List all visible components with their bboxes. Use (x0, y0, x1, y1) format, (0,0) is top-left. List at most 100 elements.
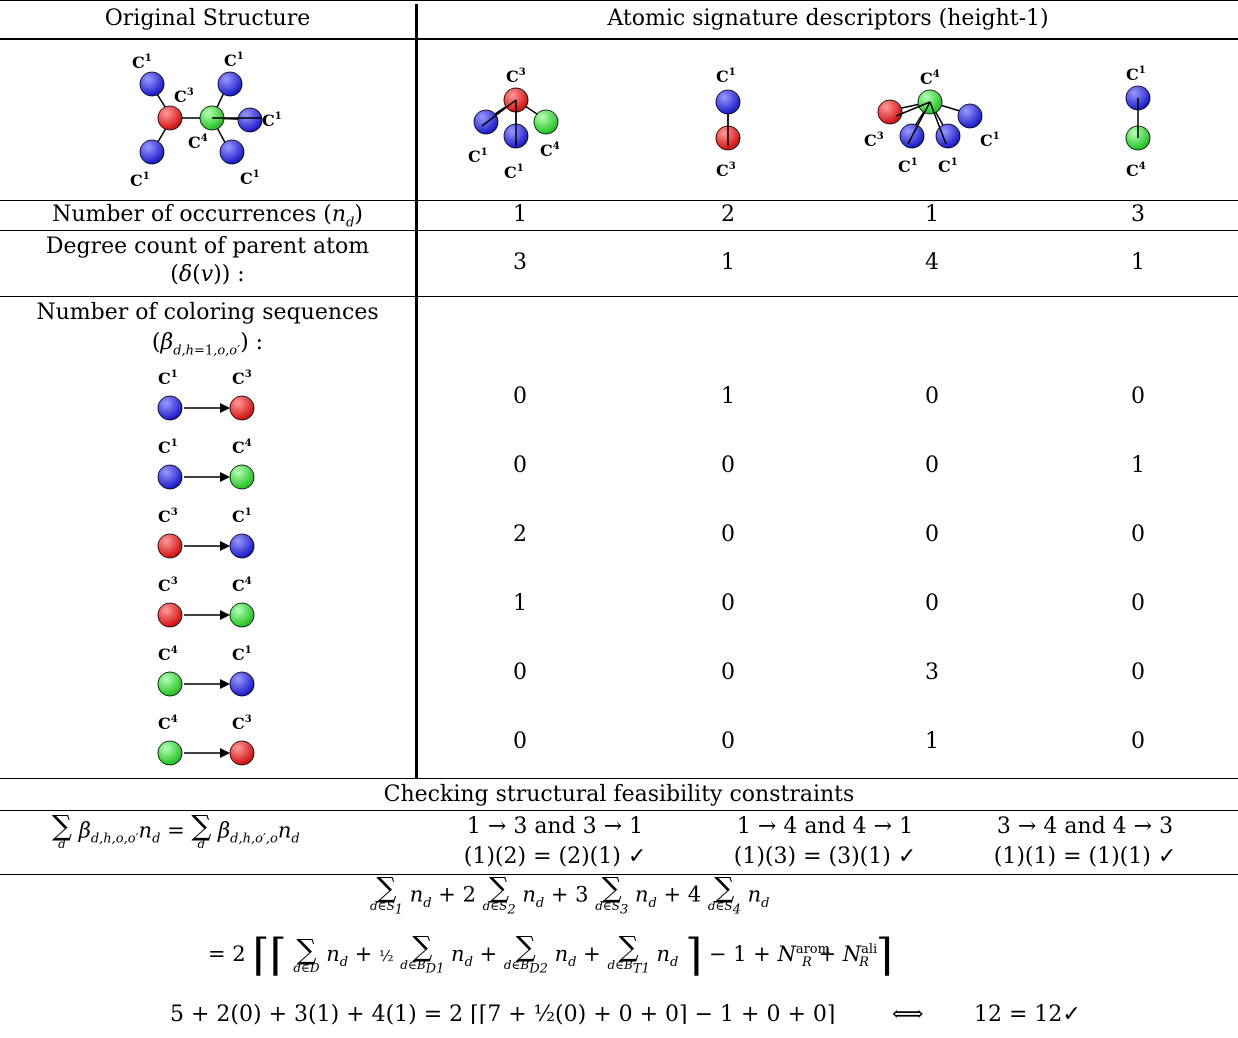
sequence-6-value-3: 1 (925, 729, 939, 754)
checking-title: Checking structural feasibility constrai… (383, 782, 855, 807)
sequence-4-value-2: 0 (721, 591, 735, 616)
svg-text:C1: C1 (232, 645, 252, 664)
sequence-2-value-1: 0 (513, 453, 527, 478)
final-check-equation: 5 + 2(0) + 3(1) + 4(1) = 2 ⌈⌈7 + ½(0) + … (170, 1002, 836, 1027)
sequence-1-value-2: 1 (721, 384, 735, 409)
rule-top (0, 0, 1238, 1)
original-structure-diagram: C1 C3 C1 C1 C4 C1 C1 (130, 51, 282, 190)
pair-3-bottom: (1)(1) = (1)(1) ✓ (993, 844, 1177, 869)
rule-occurrences (0, 230, 1238, 231)
svg-text:C1: C1 (224, 51, 244, 70)
svg-text:C1: C1 (232, 507, 252, 526)
svg-text:C1: C1 (938, 157, 958, 176)
occurrences-value-4: 3 (1131, 202, 1145, 227)
sequence-5-value-2: 0 (721, 660, 735, 685)
sequence-4-value-1: 1 (513, 591, 527, 616)
svg-text:C4: C4 (158, 645, 178, 664)
svg-text:C3: C3 (174, 87, 194, 106)
sequence-5-value-4: 0 (1131, 660, 1145, 685)
row-label-degree-1: Degree count of parent atom (45, 234, 370, 259)
pair-3-top: 3 → 4 and 4 → 3 (996, 814, 1174, 839)
signature-c4-diagram: C4 C3 C1 C1 C1 (864, 69, 1000, 176)
svg-text:C1: C1 (980, 131, 1000, 150)
svg-text:C4: C4 (188, 133, 208, 152)
svg-text:C3: C3 (158, 576, 178, 595)
sequence-3-value-3: 0 (925, 522, 939, 547)
sequence-3-value-1: 2 (513, 522, 527, 547)
svg-text:C1: C1 (132, 53, 152, 72)
svg-text:C4: C4 (540, 141, 560, 160)
sequence-c3-to-c1-icon: C3 C1 (157, 507, 255, 559)
sequence-5-value-1: 0 (513, 660, 527, 685)
sequence-2-value-3: 0 (925, 453, 939, 478)
svg-text:C1: C1 (130, 171, 150, 190)
sequence-2-value-2: 0 (721, 453, 735, 478)
sequence-1-value-4: 0 (1131, 384, 1145, 409)
svg-text:C4: C4 (920, 69, 940, 88)
pair-2-bottom: (1)(3) = (3)(1) ✓ (733, 844, 917, 869)
pair-1-top: 1 → 3 and 3 → 1 (466, 814, 644, 839)
checking-sum-equation: ∑ d βd,h,o,o′nd = ∑ d βd,h,o′,ond (52, 809, 300, 851)
svg-text:C4: C4 (1126, 161, 1146, 180)
svg-text:C3: C3 (716, 161, 736, 180)
sequence-1-value-3: 0 (925, 384, 939, 409)
svg-text:C3: C3 (232, 369, 252, 388)
degree-value-3: 4 (925, 250, 939, 275)
atom-c3-center (157, 105, 183, 131)
atom-c1-top-right (217, 71, 243, 97)
occurrences-value-3: 1 (925, 202, 939, 227)
svg-text:C1: C1 (1126, 65, 1146, 84)
svg-text:C1: C1 (716, 67, 736, 86)
sequence-c4-to-c1-icon: C4 C1 (157, 645, 255, 697)
sequence-6-value-2: 0 (721, 729, 735, 754)
sequence-3-value-2: 0 (721, 522, 735, 547)
rule-degree (0, 296, 1238, 297)
atom-c1-bottom-right (219, 139, 245, 165)
svg-text:C4: C4 (232, 438, 252, 457)
degree-value-1: 3 (513, 250, 527, 275)
atom-c1-bottom-left (139, 139, 165, 165)
signature-c1-c3-diagram: C1 C3 (715, 67, 741, 180)
svg-text:C1: C1 (158, 369, 178, 388)
header-original-structure: Original Structure (104, 6, 311, 31)
svg-text:C3: C3 (864, 131, 884, 150)
degree-value-2: 1 (721, 250, 735, 275)
svg-text:C1: C1 (504, 163, 524, 182)
rule-header (0, 38, 1238, 40)
svg-text:C1: C1 (468, 147, 488, 166)
sequence-c3-to-c4-icon: C3 C4 (157, 576, 255, 628)
svg-text:C3: C3 (506, 67, 526, 86)
degree-value-4: 1 (1131, 250, 1145, 275)
signature-c3-diagram: C3 C1 C1 C4 (468, 67, 560, 182)
svg-text:C1: C1 (262, 111, 282, 130)
row-label-degree-2: (δ(v)) : (170, 262, 245, 287)
row-label-coloring-1: Number of coloring sequences (36, 300, 379, 325)
rule-structures (0, 200, 1238, 201)
sequence-4-value-4: 0 (1131, 591, 1145, 616)
atom-c1-right (237, 107, 263, 133)
sequence-c4-to-c3-icon: C4 C3 (157, 714, 255, 766)
header-atomic-signatures: Atomic signature descriptors (height-1) (607, 6, 1049, 31)
sequence-1-value-1: 0 (513, 384, 527, 409)
sequence-6-value-4: 0 (1131, 729, 1145, 754)
degree-sum-formula: ∑ d∈S1 nd + 2 ∑ d∈S2 nd + 3 ∑ d∈S3 nd + 4 ∑… (370, 871, 770, 918)
atom-c1-top-left (139, 71, 165, 97)
svg-text:C1: C1 (898, 157, 918, 176)
occurrences-value-1: 1 (513, 202, 527, 227)
signature-c1-c4-diagram: C1 C4 (1125, 65, 1151, 180)
sequence-c1-to-c3-icon: C1 C3 (157, 369, 255, 421)
occurrences-value-2: 2 (721, 202, 735, 227)
row-label-occurrences: Number of occurrences (nd) (52, 202, 363, 231)
sequence-3-value-4: 0 (1131, 522, 1145, 547)
sequence-6-value-1: 0 (513, 729, 527, 754)
svg-text:C1: C1 (240, 169, 260, 188)
rule-coloring (0, 778, 1238, 779)
rule-check-title (0, 810, 1238, 811)
svg-text:C3: C3 (232, 714, 252, 733)
svg-text:C1: C1 (158, 438, 178, 457)
rule-check-pairs (0, 874, 1238, 875)
iff-symbol: ⟺ (892, 1002, 924, 1027)
svg-text:C3: C3 (158, 507, 178, 526)
sequence-5-value-3: 3 (925, 660, 939, 685)
svg-text:C4: C4 (232, 576, 252, 595)
